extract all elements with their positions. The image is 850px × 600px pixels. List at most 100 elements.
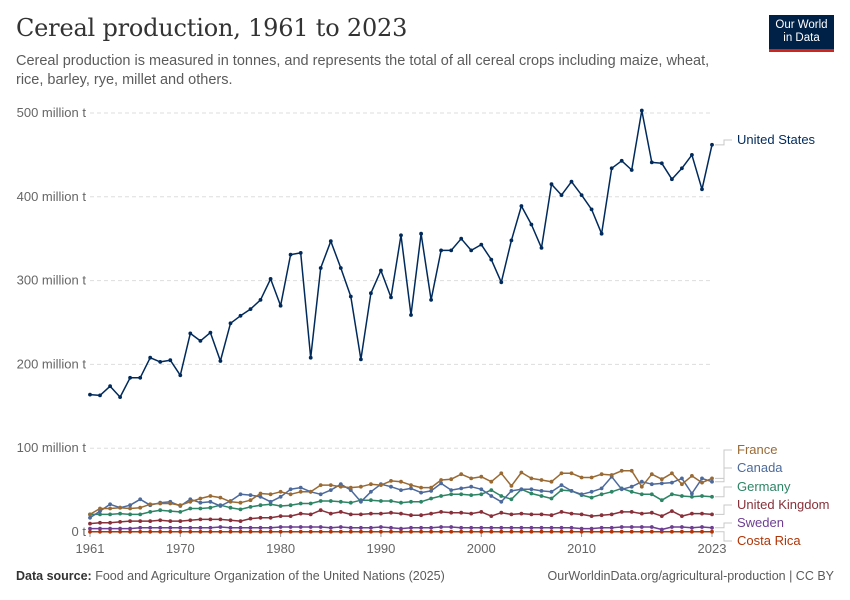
data-point[interactable] — [469, 529, 474, 534]
data-point[interactable] — [639, 525, 644, 529]
data-point[interactable] — [158, 360, 163, 364]
data-point[interactable] — [559, 529, 564, 534]
data-point[interactable] — [128, 506, 133, 511]
data-point[interactable] — [158, 508, 163, 513]
data-point[interactable] — [499, 471, 504, 476]
data-point[interactable] — [670, 480, 674, 485]
data-point[interactable] — [710, 142, 714, 147]
data-point[interactable] — [208, 529, 213, 534]
data-point[interactable] — [218, 504, 223, 508]
data-point[interactable] — [619, 468, 624, 473]
data-point[interactable] — [469, 525, 474, 530]
data-point[interactable] — [188, 331, 193, 336]
data-point[interactable] — [710, 529, 714, 534]
data-point[interactable] — [649, 160, 654, 165]
data-point[interactable] — [680, 166, 684, 171]
data-point[interactable] — [338, 484, 343, 489]
data-point[interactable] — [208, 494, 213, 498]
data-point[interactable] — [639, 492, 644, 497]
data-point[interactable] — [629, 468, 634, 473]
data-point[interactable] — [539, 246, 544, 250]
data-point[interactable] — [188, 525, 193, 530]
data-point[interactable] — [659, 477, 664, 482]
data-point[interactable] — [700, 476, 704, 481]
data-point[interactable] — [609, 512, 614, 517]
data-point[interactable] — [288, 514, 293, 518]
data-point[interactable] — [228, 505, 233, 510]
data-point[interactable] — [479, 529, 484, 534]
data-point[interactable] — [710, 476, 714, 481]
data-point[interactable] — [198, 500, 203, 505]
data-point[interactable] — [489, 494, 494, 498]
data-point[interactable] — [649, 510, 654, 515]
data-point[interactable] — [559, 471, 564, 476]
data-point[interactable] — [118, 395, 122, 399]
data-point[interactable] — [328, 483, 333, 487]
data-point[interactable] — [509, 489, 514, 493]
data-point[interactable] — [599, 472, 604, 477]
series-line[interactable] — [89, 109, 713, 398]
data-point[interactable] — [138, 497, 143, 502]
series-label[interactable]: United States — [737, 132, 816, 147]
data-point[interactable] — [238, 529, 243, 534]
data-point[interactable] — [399, 479, 403, 484]
data-point[interactable] — [389, 529, 393, 534]
data-point[interactable] — [389, 525, 393, 530]
data-point[interactable] — [198, 496, 203, 501]
data-point[interactable] — [419, 490, 423, 495]
data-point[interactable] — [429, 485, 433, 490]
data-point[interactable] — [98, 393, 102, 398]
data-point[interactable] — [639, 484, 644, 489]
data-point[interactable] — [549, 513, 554, 518]
data-point[interactable] — [178, 525, 183, 530]
data-point[interactable] — [469, 484, 474, 489]
data-point[interactable] — [559, 488, 564, 492]
owid-logo[interactable]: Our World in Data — [769, 15, 834, 52]
data-point[interactable] — [118, 526, 122, 531]
data-point[interactable] — [148, 525, 153, 530]
data-point[interactable] — [710, 494, 714, 499]
data-point[interactable] — [459, 525, 464, 530]
data-point[interactable] — [539, 512, 544, 517]
data-point[interactable] — [539, 525, 544, 530]
data-point[interactable] — [168, 501, 173, 506]
data-point[interactable] — [599, 525, 604, 530]
data-point[interactable] — [680, 529, 684, 534]
data-point[interactable] — [690, 525, 694, 530]
data-point[interactable] — [218, 517, 223, 522]
data-point[interactable] — [238, 525, 243, 530]
data-point[interactable] — [108, 520, 112, 525]
data-point[interactable] — [248, 529, 253, 534]
data-point[interactable] — [629, 489, 634, 494]
data-point[interactable] — [579, 193, 584, 198]
data-point[interactable] — [298, 525, 303, 529]
data-point[interactable] — [98, 509, 102, 513]
data-point[interactable] — [489, 257, 494, 262]
data-point[interactable] — [248, 516, 253, 521]
data-point[interactable] — [218, 525, 223, 529]
data-point[interactable] — [629, 510, 634, 514]
data-point[interactable] — [328, 499, 333, 503]
data-point[interactable] — [359, 357, 363, 362]
data-point[interactable] — [579, 475, 584, 480]
data-point[interactable] — [348, 525, 353, 530]
data-point[interactable] — [178, 503, 183, 508]
data-point[interactable] — [158, 525, 163, 530]
data-point[interactable] — [148, 529, 153, 534]
data-point[interactable] — [178, 373, 183, 378]
data-point[interactable] — [599, 492, 604, 497]
data-point[interactable] — [148, 355, 153, 360]
data-point[interactable] — [278, 504, 283, 508]
data-point[interactable] — [108, 506, 112, 511]
data-point[interactable] — [670, 492, 674, 497]
data-point[interactable] — [318, 492, 323, 497]
data-point[interactable] — [138, 519, 143, 523]
data-point[interactable] — [188, 529, 193, 534]
data-point[interactable] — [198, 339, 203, 343]
data-point[interactable] — [118, 511, 122, 516]
data-point[interactable] — [449, 525, 454, 529]
data-point[interactable] — [419, 525, 423, 530]
data-point[interactable] — [278, 529, 283, 534]
data-point[interactable] — [489, 529, 494, 534]
data-point[interactable] — [98, 506, 102, 511]
